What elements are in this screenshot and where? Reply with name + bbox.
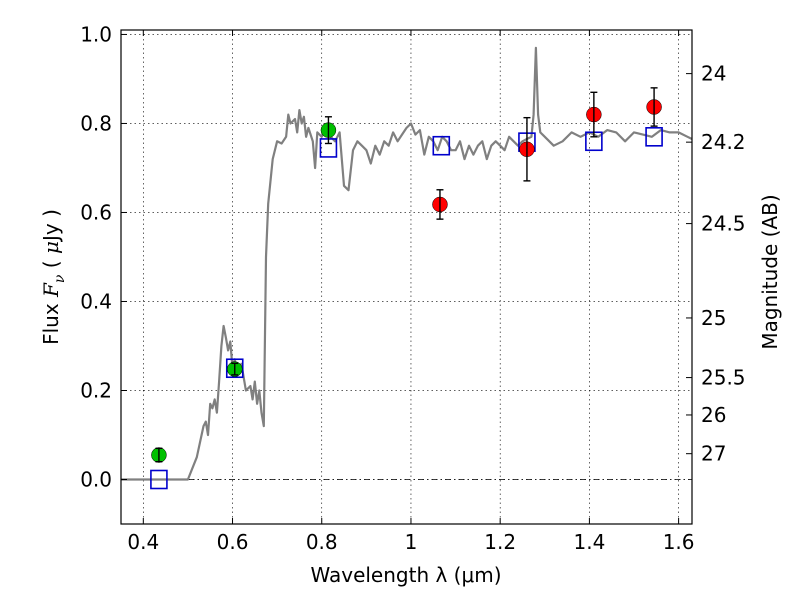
magnitude-tick-label: 25.5 [701,366,746,390]
y-tick-label: 0.4 [80,289,112,313]
x-tick-label: 0.8 [306,530,338,554]
y-label-part-nu: ν [52,274,68,283]
tick-marks [121,30,692,524]
bandpass-square [645,127,663,147]
magnitude-tick-label: 24.2 [701,130,746,154]
y-label-part-unit: Jy ) [39,209,63,243]
y-tick-label: 0.6 [80,200,112,224]
y-label-part-flux: Flux [39,297,63,345]
y-tick-label: 0.2 [80,378,112,402]
y-tick-label: 0.8 [80,111,112,135]
magnitude-tick-label: 27 [701,442,726,466]
x-axis-label: Wavelength λ (μm) [310,563,501,587]
x-tick-label: 0.4 [127,530,159,554]
magnitude-tick-label: 24.5 [701,212,746,236]
magnitude-tick-label: 24 [701,62,726,86]
y-label-part-mu: μ [39,241,63,254]
y-tick-label: 1.0 [80,22,112,46]
bandpass-square [225,358,244,379]
right-axis-label: Magnitude (AB) [758,194,782,349]
y-label-part-paren: ( [39,254,63,275]
y-tick-label: 0.0 [80,467,112,491]
marker-layer [150,87,663,490]
bandpass-square [432,135,451,156]
y-label-part-f: F [39,282,63,298]
x-tick-label: 1 [405,530,418,554]
tick-labels: 0.4 0.6 0.8 1 1.2 1.4 1.6 0.0 0.2 0.4 0.6 0.8 1.0 24 2… [80,22,745,554]
x-tick-label: 1.4 [573,530,605,554]
bandpass-square [150,469,168,490]
x-tick-label: 1.6 [663,530,695,554]
x-tick-label: 0.6 [217,530,249,554]
magnitude-tick-label: 25 [701,306,726,330]
x-tick-label: 1.2 [484,530,516,554]
magnitude-tick-label: 26 [701,403,726,427]
y-axis-label: Flux Fν ( μJy ) [39,209,68,345]
plot-frame [120,29,693,525]
